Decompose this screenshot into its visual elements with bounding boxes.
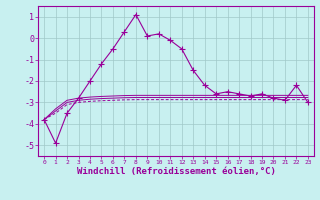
X-axis label: Windchill (Refroidissement éolien,°C): Windchill (Refroidissement éolien,°C) [76,167,276,176]
